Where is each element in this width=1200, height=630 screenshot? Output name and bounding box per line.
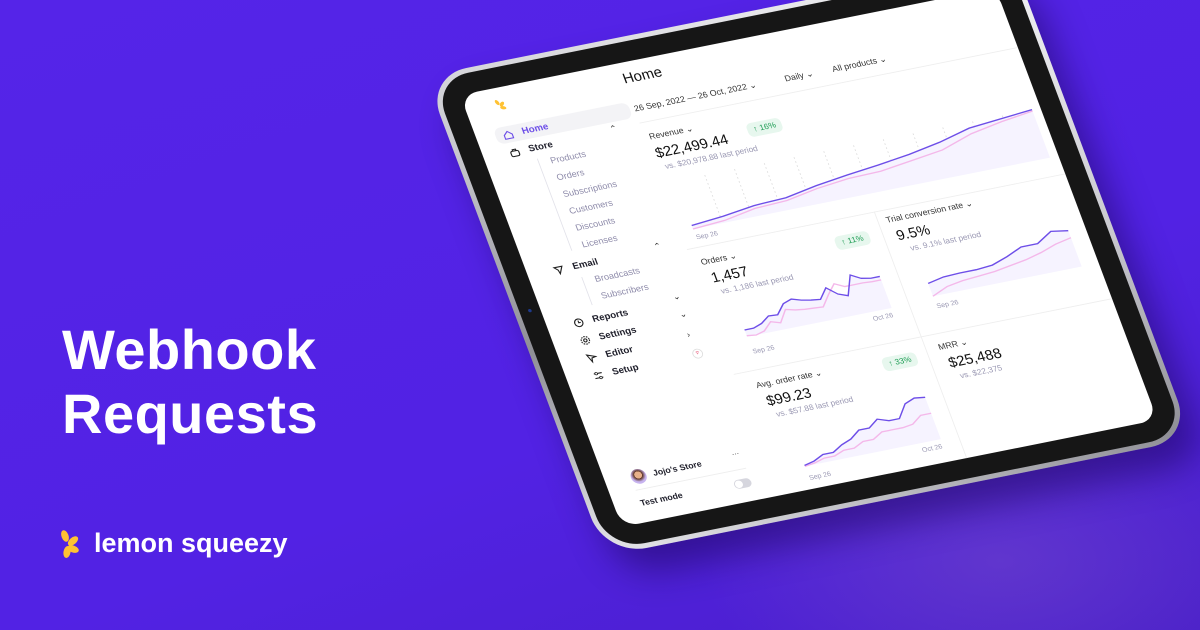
brand-name: lemon squeezy	[94, 528, 288, 558]
revenue-change-badge: ↑ 16%	[745, 117, 785, 138]
date-range: 26 Sep, 2022 — 26 Oct, 2022	[632, 82, 749, 114]
test-mode-toggle[interactable]	[732, 477, 753, 490]
previous-period-line	[746, 279, 882, 337]
chevron-up-icon[interactable]: ⌃	[608, 124, 619, 135]
avg-order-axis-start: Sep 26	[807, 470, 833, 482]
revenue-chart	[691, 108, 1050, 230]
orders-chart	[744, 274, 892, 337]
trial-conversion-chart	[927, 230, 1082, 297]
previous-period-line	[932, 237, 1072, 297]
products-value: All products	[830, 56, 879, 75]
alert-icon[interactable]: ▿	[690, 347, 705, 360]
store-name[interactable]: Jojo's Store	[651, 459, 704, 479]
sidebar-item-label: Home	[520, 121, 550, 137]
sidebar-item-label: Store	[526, 139, 555, 154]
clock-icon	[573, 318, 584, 327]
sidebar-item-email[interactable]: Email	[550, 254, 601, 279]
home-icon	[503, 130, 515, 140]
mrr-label[interactable]: MRR ⌄	[937, 337, 970, 353]
headline: Webhook Requests	[62, 318, 318, 446]
badge-text: 11%	[846, 233, 866, 246]
current-period-line	[927, 230, 1069, 285]
lemon-squeezy-logo-icon	[61, 529, 79, 558]
sidebar-subitem-discounts[interactable]: Discounts	[574, 215, 617, 234]
tablet-mockup: Home Store ⌃ Products Orders Subscriptio…	[425, 0, 1192, 557]
trial-conversion-label[interactable]: Trial conversion rate ⌄	[884, 199, 975, 226]
more-options-icon[interactable]: ...	[729, 447, 741, 458]
headline-line-1: Webhook	[62, 318, 317, 381]
sliders-icon	[593, 371, 604, 379]
sidebar-item-label: Email	[571, 256, 600, 272]
sidebar-item-label: Settings	[597, 325, 638, 342]
sidebar-item-reports[interactable]: Reports	[570, 305, 631, 332]
chevron-down-icon[interactable]: ⌄	[671, 292, 682, 303]
trial-conversion-axis-start: Sep 26	[935, 298, 960, 310]
current-period-line	[691, 108, 1033, 227]
badge-text: 16%	[758, 120, 778, 133]
mrr-label-text: MRR	[937, 339, 960, 353]
sidebar-subitem-subscribers[interactable]: Subscribers	[599, 282, 651, 302]
interval-value: Daily	[783, 71, 806, 84]
sidebar-item-label: Editor	[604, 344, 635, 360]
orders-axis-end: Oct 26	[871, 311, 895, 323]
sidebar-item-label: Setup	[610, 362, 641, 378]
chevron-down-icon[interactable]: ⌄	[678, 309, 689, 320]
sidebar-item-editor[interactable]: Editor	[583, 341, 636, 366]
avatar[interactable]	[628, 467, 649, 486]
previous-period-line	[692, 110, 1033, 230]
previous-period-line	[804, 412, 932, 467]
area-fill	[804, 397, 941, 467]
orders-axis-start: Sep 26	[751, 343, 776, 356]
page-title: Home	[620, 63, 665, 87]
current-period-line	[804, 396, 926, 467]
badge-text: 33%	[893, 355, 913, 368]
revenue-axis-start: Sep 26	[694, 229, 720, 241]
sidebar-subitem-licenses[interactable]: Licenses	[580, 233, 620, 250]
app-logo-icon	[494, 100, 507, 110]
products-select[interactable]: All products ⌄	[830, 54, 889, 75]
sidebar-item-label: Reports	[590, 307, 630, 325]
test-mode-label: Test mode	[639, 491, 685, 509]
sidebar-subitem-orders[interactable]: Orders	[555, 167, 586, 183]
tree-line	[581, 276, 593, 306]
dashboard-screen: Home Store ⌃ Products Orders Subscriptio…	[460, 0, 1158, 527]
avg-order-label[interactable]: Avg. order rate ⌄	[754, 368, 824, 391]
divider	[639, 47, 1018, 124]
sidebar-subitem-subscriptions[interactable]: Subscriptions	[561, 179, 619, 200]
sidebar-item-home[interactable]: Home	[492, 102, 634, 145]
cursor-icon	[585, 353, 598, 364]
send-icon	[552, 265, 563, 275]
sidebar-item-setup[interactable]: Setup	[590, 359, 642, 384]
bag-icon	[510, 148, 521, 157]
gridline	[704, 174, 724, 224]
brand-logo: lemon squeezy	[60, 528, 288, 559]
interval-select[interactable]: Daily ⌄	[783, 69, 815, 84]
chevron-up-icon[interactable]: ⌃	[652, 241, 664, 252]
headline-line-2: Requests	[62, 382, 319, 445]
orders-change-badge: ↑ 11%	[833, 230, 872, 251]
avg-order-change-badge: ↑ 33%	[880, 351, 920, 372]
current-period-line	[744, 274, 881, 331]
avg-order-axis-end: Oct 26	[920, 442, 944, 454]
sidebar-item-settings[interactable]: Settings	[577, 322, 639, 349]
gear-icon	[580, 335, 590, 345]
avg-order-chart	[804, 396, 941, 467]
date-range-picker[interactable]: 26 Sep, 2022 — 26 Oct, 2022 ⌄	[632, 80, 759, 114]
sidebar-subitem-customers[interactable]: Customers	[567, 198, 615, 217]
orders-label-text: Orders	[699, 253, 729, 268]
chevron-right-icon[interactable]: ›	[685, 330, 692, 340]
sidebar-item-store[interactable]: Store	[506, 136, 555, 161]
